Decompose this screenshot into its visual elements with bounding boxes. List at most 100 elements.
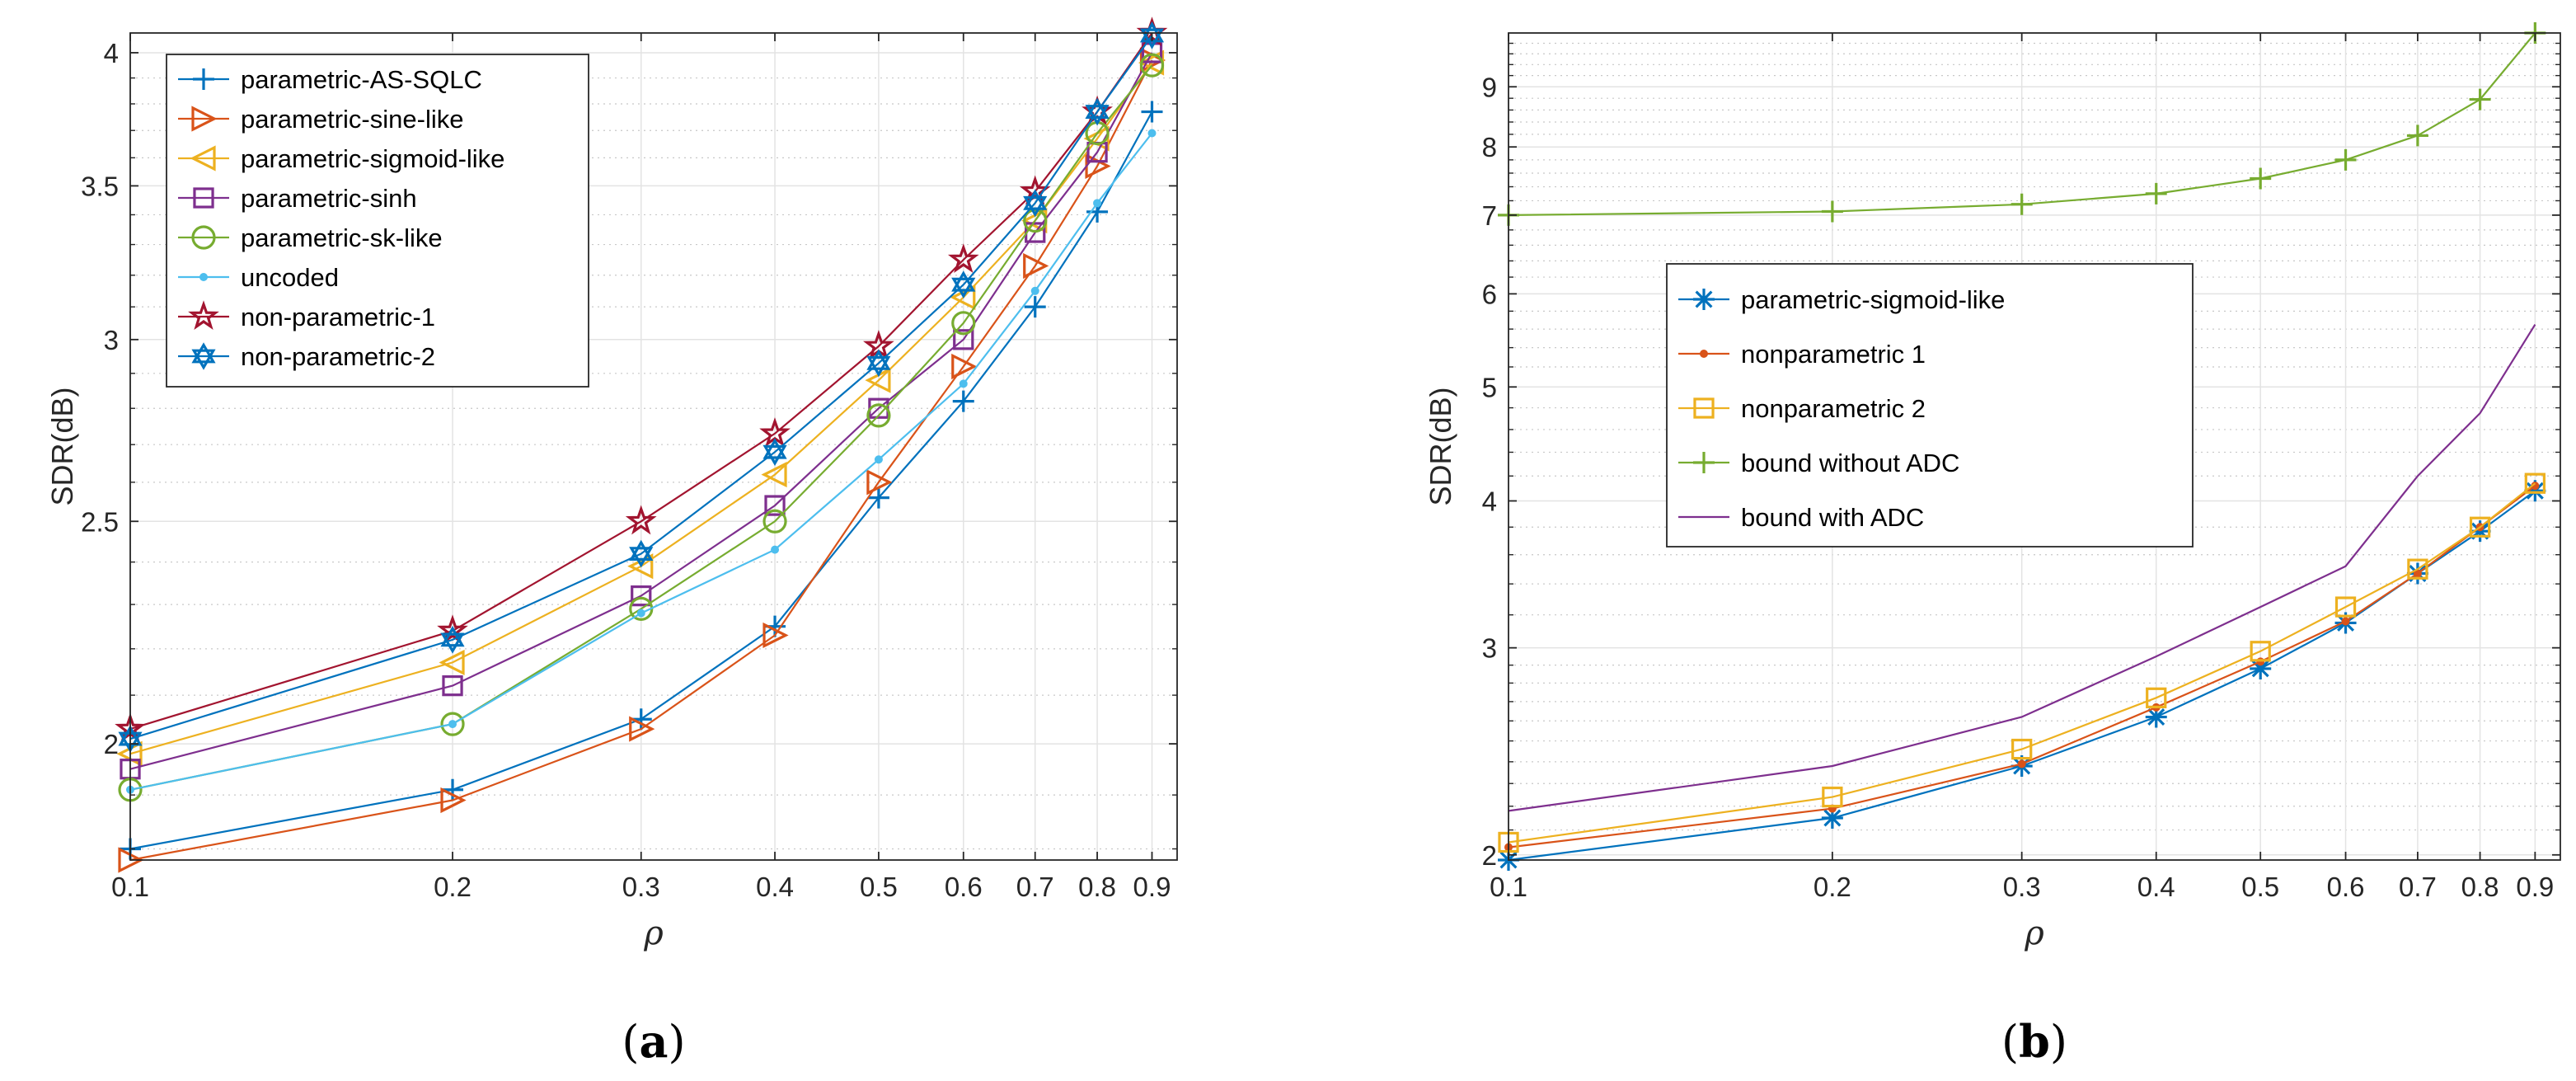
data-point xyxy=(764,495,786,516)
data-point xyxy=(1023,252,1049,280)
data-point xyxy=(2406,125,2428,147)
series-line xyxy=(129,35,1153,740)
x-tick-label: 0.9 xyxy=(1133,872,1171,902)
y-axis-label: SDR(dB) xyxy=(45,387,79,505)
data-point xyxy=(866,469,893,496)
x-tick-label: 0.7 xyxy=(1016,872,1054,902)
data-point-inv xyxy=(762,444,787,466)
legend-item: parametric-sigmoid-like xyxy=(1678,285,2005,314)
data-point-inv xyxy=(1085,105,1110,126)
legend-marker xyxy=(193,68,214,90)
y-tick-label: 6 xyxy=(1482,279,1497,309)
data-point xyxy=(440,787,467,814)
data-point xyxy=(2146,687,2167,708)
data-point xyxy=(629,716,655,742)
legend-marker xyxy=(1693,289,1715,310)
y-tick-label: 3 xyxy=(1482,633,1497,664)
x-axis-label: ρ xyxy=(2024,914,2044,952)
chart-panel-a: 0.1 0.2 0.3 0.4 0.5 0.6 0.7 0.8 0.9 2 2.5 3 3.5 4 ρ SDR… xyxy=(45,16,1178,1068)
series-line xyxy=(129,59,1153,862)
data-point xyxy=(2011,193,2033,215)
data-point-inv xyxy=(440,632,465,654)
data-point xyxy=(2341,617,2350,626)
data-point xyxy=(1024,296,1046,318)
legend-item: non-parametric-1 xyxy=(178,300,435,331)
legend-label: non-parametric-2 xyxy=(241,342,435,371)
series-line xyxy=(129,52,1153,770)
data-point xyxy=(771,545,780,554)
data-point xyxy=(1093,199,1102,208)
legend-item: parametric-sk-like xyxy=(178,223,443,252)
x-tick-label: 0.4 xyxy=(756,872,794,902)
x-tick-label: 0.7 xyxy=(2399,872,2437,902)
legend-label: nonparametric 1 xyxy=(1741,340,1926,369)
x-tick-label: 0.8 xyxy=(2461,872,2499,902)
data-point xyxy=(762,622,789,649)
data-point xyxy=(947,243,979,274)
x-tick-label: 0.8 xyxy=(1078,872,1116,902)
legend-label: parametric-sinh xyxy=(241,184,417,213)
legend-item: parametric-AS-SQLC xyxy=(178,65,482,94)
series-uncoded xyxy=(126,129,1157,794)
chart-panel-b: 0.1 0.2 0.3 0.4 0.5 0.6 0.7 0.8 0.9 2 3 4 5 6 7 8 9 ρ SDR(… xyxy=(1424,22,2561,1068)
y-tick-label: 2 xyxy=(104,729,119,759)
legend-label: parametric-AS-SQLC xyxy=(241,65,482,94)
legend-marker xyxy=(191,106,218,132)
legend-label: nonparametric 2 xyxy=(1741,394,1926,423)
legend-label: non-parametric-1 xyxy=(241,303,435,331)
legend-label: parametric-sigmoid-like xyxy=(241,144,504,173)
legend-item: uncoded xyxy=(178,263,339,292)
data-point xyxy=(866,403,891,428)
y-tick-label: 2.5 xyxy=(81,506,119,537)
data-point xyxy=(959,379,968,388)
legend-label: parametric-sine-like xyxy=(241,105,463,134)
panel-letter: b xyxy=(2019,1015,2050,1068)
data-point xyxy=(442,778,464,801)
data-point xyxy=(2250,167,2272,190)
data-point xyxy=(1141,101,1163,123)
legend-box xyxy=(166,54,589,388)
legend-marker xyxy=(191,225,216,250)
y-tick-label: 3 xyxy=(104,325,119,355)
panel-paren-open: ( xyxy=(622,1016,639,1068)
data-point-inv xyxy=(1023,195,1048,218)
panel-caption: (a) xyxy=(622,1015,685,1068)
legend-label: parametric-sigmoid-like xyxy=(1741,285,2005,314)
data-point xyxy=(762,438,787,459)
data-point xyxy=(627,553,654,580)
y-tick-label: 3.5 xyxy=(81,171,119,201)
data-point xyxy=(636,609,645,618)
x-tick-label: 0.1 xyxy=(111,872,149,902)
legend-marker xyxy=(1693,452,1715,473)
legend-marker xyxy=(199,273,208,281)
data-point xyxy=(437,614,468,645)
x-tick-label: 0.3 xyxy=(2003,872,2041,902)
data-point xyxy=(1030,286,1039,295)
x-tick-label: 0.5 xyxy=(860,872,898,902)
data-point xyxy=(2524,472,2546,494)
legend-label: bound without ADC xyxy=(1741,449,1959,477)
data-point xyxy=(1821,806,1843,829)
x-tick-label: 0.6 xyxy=(945,872,983,902)
data-point xyxy=(1141,42,1163,63)
data-point-inv xyxy=(1139,28,1165,49)
legend-item: nonparametric 2 xyxy=(1678,394,1926,423)
data-point xyxy=(442,674,463,697)
data-point xyxy=(952,390,974,412)
series-line xyxy=(1508,324,2536,812)
series-line xyxy=(129,62,1153,755)
data-point xyxy=(866,349,891,370)
legend-item: parametric-sigmoid-like xyxy=(178,144,504,173)
data-point xyxy=(867,486,889,509)
data-point xyxy=(951,270,976,292)
data-point xyxy=(629,539,654,562)
legend-item: parametric-sinh xyxy=(178,184,417,213)
x-tick-label: 0.9 xyxy=(2516,872,2554,902)
data-point xyxy=(1085,97,1110,119)
panel-letter: a xyxy=(640,1015,669,1068)
legend-label: bound with ADC xyxy=(1741,503,1924,532)
x-tick-label: 0.1 xyxy=(1490,872,1527,902)
series-line xyxy=(1508,482,2536,844)
legend-marker xyxy=(193,187,214,209)
series-parametric-sk-like xyxy=(118,53,1165,802)
